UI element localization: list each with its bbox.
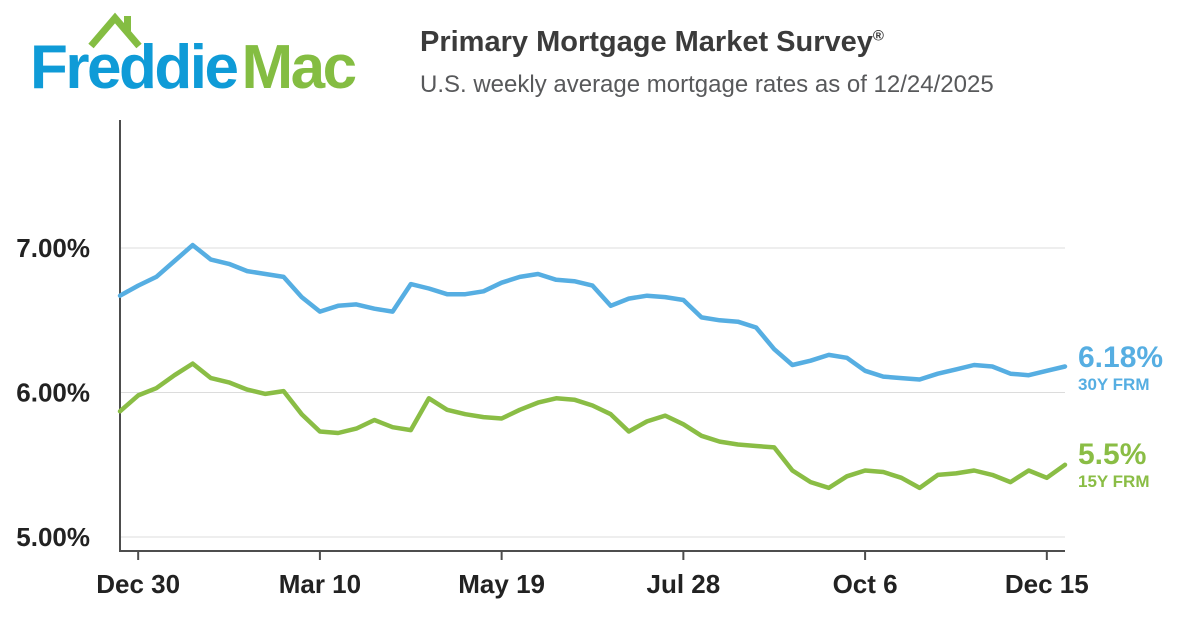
logo-wordmark: FreddieMac bbox=[30, 33, 357, 102]
x-axis-tick-label: Dec 15 bbox=[1005, 569, 1089, 599]
x-axis-tick-label: Oct 6 bbox=[833, 569, 898, 599]
annotation-15y-frm: 5.5% 15Y FRM bbox=[1078, 438, 1200, 493]
x-axis-tick-label: Dec 30 bbox=[96, 569, 180, 599]
30y-current-rate: 6.18% bbox=[1078, 341, 1164, 374]
series-line-15y-frm bbox=[117, 361, 1068, 491]
x-axis-tick-label: Mar 10 bbox=[279, 569, 361, 599]
x-axis-tick-label: Jul 28 bbox=[647, 569, 721, 599]
y-axis-tick-label: 5.00% bbox=[16, 522, 90, 552]
series-line-30y-frm bbox=[117, 242, 1068, 382]
y-axis-tick-label: 6.00% bbox=[16, 378, 90, 408]
logo-word-mac: Mac bbox=[241, 33, 357, 102]
y-axis-tick-label: 7.00% bbox=[16, 233, 90, 263]
x-axis-tick-label: May 19 bbox=[458, 569, 545, 599]
page-title-text: Primary Mortgage Market Survey bbox=[420, 26, 873, 58]
15y-series-label: 15Y FRM bbox=[1078, 472, 1150, 491]
roof-with-chimney-icon bbox=[88, 12, 142, 49]
freddie-mac-logo: FreddieMac bbox=[30, 10, 420, 110]
30y-series-label: 30Y FRM bbox=[1078, 375, 1150, 394]
page-title: Primary Mortgage Market Survey® bbox=[420, 26, 884, 59]
logo-word-freddie: Freddie bbox=[30, 33, 239, 102]
registered-trademark-symbol: ® bbox=[872, 27, 884, 45]
page-subtitle: U.S. weekly average mortgage rates as of… bbox=[420, 71, 994, 98]
15y-current-rate: 5.5% bbox=[1078, 438, 1147, 471]
annotation-30y-frm: 6.18% 30Y FRM bbox=[1078, 341, 1200, 396]
